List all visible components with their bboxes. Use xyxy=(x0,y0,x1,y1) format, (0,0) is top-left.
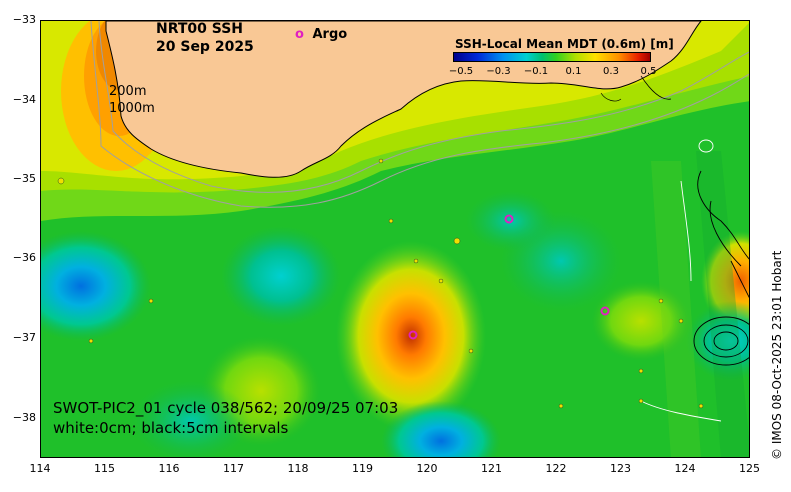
argo-float-marker[interactable] xyxy=(504,214,514,224)
x-tick-label: 119 xyxy=(352,462,373,475)
y-tick-label: −35 xyxy=(12,172,36,185)
y-tick-label: −36 xyxy=(12,251,36,264)
swot-contours xyxy=(693,170,749,366)
x-tick-label: 125 xyxy=(739,462,760,475)
map-title-line1: NRT00 SSH xyxy=(156,21,244,37)
argo-float-marker[interactable] xyxy=(408,330,418,340)
y-tick-label: −34 xyxy=(12,93,36,106)
colorbar-tick-label: 0.1 xyxy=(565,66,582,77)
colorbar-tick-label: −0.1 xyxy=(523,66,549,77)
x-tick-label: 120 xyxy=(416,462,438,475)
colorbar-tick-label: 0.3 xyxy=(603,66,619,77)
y-tick-label: −38 xyxy=(12,411,36,424)
y-tick-label: −33 xyxy=(12,13,36,26)
x-tick-label: 121 xyxy=(481,462,502,475)
x-tick-label: 114 xyxy=(29,462,51,475)
x-tick-label: 122 xyxy=(545,462,567,475)
colorbar-tick-label: −0.5 xyxy=(448,66,474,77)
colorbar xyxy=(453,52,651,62)
argo-legend: o Argo xyxy=(295,27,347,42)
map-title-line2: 20 Sep 2025 xyxy=(156,39,254,55)
colorbar-label: SSH-Local Mean MDT (0.6m) [m] xyxy=(455,37,674,51)
copyright-credit: © IMOS 08-Oct-2025 23:01 Hobart xyxy=(770,250,784,460)
x-tick-label: 115 xyxy=(94,462,115,475)
swot-info-line2: white:0cm; black:5cm intervals xyxy=(53,419,289,437)
x-tick-label: 117 xyxy=(223,462,244,475)
isobath-200m-label: 200m xyxy=(109,84,147,99)
argo-legend-label: Argo xyxy=(312,27,348,42)
x-tick-label: 116 xyxy=(158,462,180,475)
argo-legend-symbol: o xyxy=(295,27,304,42)
argo-floats xyxy=(408,214,610,340)
x-tick-label: 118 xyxy=(287,462,309,475)
y-tick-label: −37 xyxy=(12,331,36,344)
isobath-1000m-label: 1000m xyxy=(109,101,155,116)
colorbar-tick-label: 0.5 xyxy=(640,66,657,77)
map-area[interactable]: NRT00 SSH 20 Sep 2025 o Argo 200m 1000m … xyxy=(40,20,750,458)
colorbar-tick-label: −0.3 xyxy=(486,66,511,77)
x-tick-label: 124 xyxy=(674,462,696,475)
map-svg xyxy=(41,21,749,457)
x-tick-label: 123 xyxy=(610,462,631,475)
argo-float-marker[interactable] xyxy=(600,306,610,316)
swot-info-line1: SWOT-PIC2_01 cycle 038/562; 20/09/25 07:… xyxy=(53,399,399,417)
track-markers xyxy=(57,158,704,409)
